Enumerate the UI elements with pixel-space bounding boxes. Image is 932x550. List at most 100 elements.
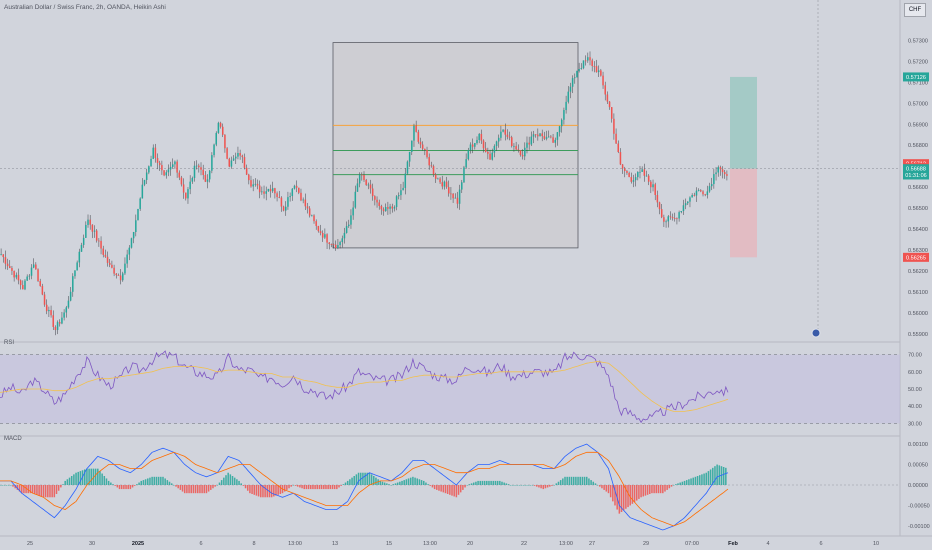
rsi-band <box>0 354 900 424</box>
candle-body <box>172 164 174 167</box>
candle-body <box>328 242 330 244</box>
macd-bar <box>566 476 568 485</box>
candle-body <box>513 145 515 147</box>
macd-bar <box>320 485 323 490</box>
candle-body <box>195 165 198 167</box>
macd-bar <box>201 485 203 494</box>
time-tick: 15 <box>386 541 392 547</box>
candle-body <box>530 136 533 145</box>
macd-bar <box>509 485 512 486</box>
candle-body <box>82 237 85 245</box>
candle-body <box>354 191 357 208</box>
candle-body <box>578 69 580 71</box>
macd-bar <box>423 480 425 485</box>
candle-body <box>604 85 606 95</box>
macd-bar <box>512 485 514 486</box>
macd-bar <box>642 485 645 497</box>
rsi-tick: 40.00 <box>908 404 922 410</box>
macd-bar <box>570 476 573 485</box>
candle-body <box>252 184 254 187</box>
candle-body <box>343 232 346 239</box>
candle-body <box>650 181 652 188</box>
macd-bar <box>440 485 442 492</box>
candle-body <box>200 167 202 170</box>
macd-bar <box>140 480 143 485</box>
candle-body <box>78 251 81 263</box>
macd-line <box>0 443 729 531</box>
macd-bar <box>599 485 601 487</box>
candle-body <box>543 136 546 139</box>
candle-body <box>608 101 611 108</box>
candle-body <box>169 166 172 170</box>
candle-body <box>430 165 433 167</box>
candle-body <box>15 274 18 278</box>
macd-bar <box>190 485 192 494</box>
candle-body <box>363 174 365 180</box>
price-tick: 0.56500 <box>908 206 928 212</box>
candle-body <box>226 148 228 159</box>
macd-bar <box>375 477 377 485</box>
candle-body <box>193 165 196 178</box>
candle-body <box>304 199 307 207</box>
macd-bar <box>105 478 108 485</box>
candle-body <box>710 184 713 187</box>
macd-bar <box>453 485 455 497</box>
candle-body <box>54 326 57 331</box>
macd-bar <box>99 471 101 485</box>
candle-body <box>495 141 498 147</box>
macd-bar <box>351 477 353 485</box>
candle-body <box>185 192 187 199</box>
macd-bar <box>394 483 397 485</box>
candle-body <box>65 307 68 313</box>
macd-bar <box>681 481 684 485</box>
macd-bar <box>572 476 575 485</box>
candle-body <box>424 148 426 151</box>
candle-body <box>345 226 348 233</box>
macd-bar <box>12 485 14 487</box>
candle-body <box>617 143 620 153</box>
candle-body <box>278 197 281 198</box>
macd-bar <box>292 485 295 486</box>
range-box <box>332 42 579 249</box>
macd-bar <box>301 485 303 489</box>
macd-bar <box>466 485 468 486</box>
macd-bar <box>0 485 1 486</box>
candle-body <box>52 315 55 327</box>
macd-bar <box>718 465 721 485</box>
candle-body <box>658 202 661 210</box>
candle-body <box>339 242 341 246</box>
currency-button[interactable]: CHF <box>904 3 926 17</box>
macd-bar <box>390 485 392 486</box>
macd-bar <box>403 480 405 485</box>
candle-body <box>380 205 383 210</box>
macd-bar <box>381 481 384 485</box>
macd-bar <box>607 485 610 494</box>
candle-body <box>621 164 624 169</box>
candle-body <box>282 206 285 211</box>
macd-bar <box>327 485 329 490</box>
macd-bar <box>540 485 542 489</box>
candle-body <box>365 179 367 185</box>
candle-body <box>350 215 352 225</box>
macd-bar <box>475 481 477 485</box>
macd-bar <box>275 485 277 496</box>
macd-bar <box>1 485 3 486</box>
candle-body <box>245 167 248 175</box>
candle-body <box>6 263 9 267</box>
candle-body <box>100 240 102 249</box>
candle-body <box>135 220 137 233</box>
candle-body <box>141 184 144 199</box>
macd-bar <box>368 472 371 485</box>
macd-bar <box>336 485 338 490</box>
macd-bar <box>231 476 234 485</box>
macd-bar <box>631 485 634 504</box>
macd-bar <box>160 476 162 485</box>
candle-body <box>500 131 502 138</box>
macd-bar <box>433 485 436 490</box>
macd-bar <box>57 485 60 491</box>
candle-body <box>717 167 719 173</box>
macd-bar <box>216 485 219 486</box>
candle-body <box>434 174 437 179</box>
price-tick: 0.56600 <box>908 185 928 191</box>
